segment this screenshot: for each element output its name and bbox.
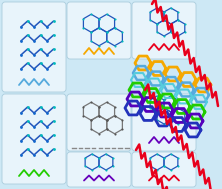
FancyBboxPatch shape	[132, 2, 196, 59]
FancyBboxPatch shape	[67, 94, 131, 151]
FancyBboxPatch shape	[67, 2, 131, 59]
FancyBboxPatch shape	[67, 152, 131, 187]
FancyBboxPatch shape	[132, 94, 196, 151]
FancyBboxPatch shape	[2, 94, 66, 184]
FancyBboxPatch shape	[132, 152, 196, 187]
FancyBboxPatch shape	[2, 2, 66, 92]
